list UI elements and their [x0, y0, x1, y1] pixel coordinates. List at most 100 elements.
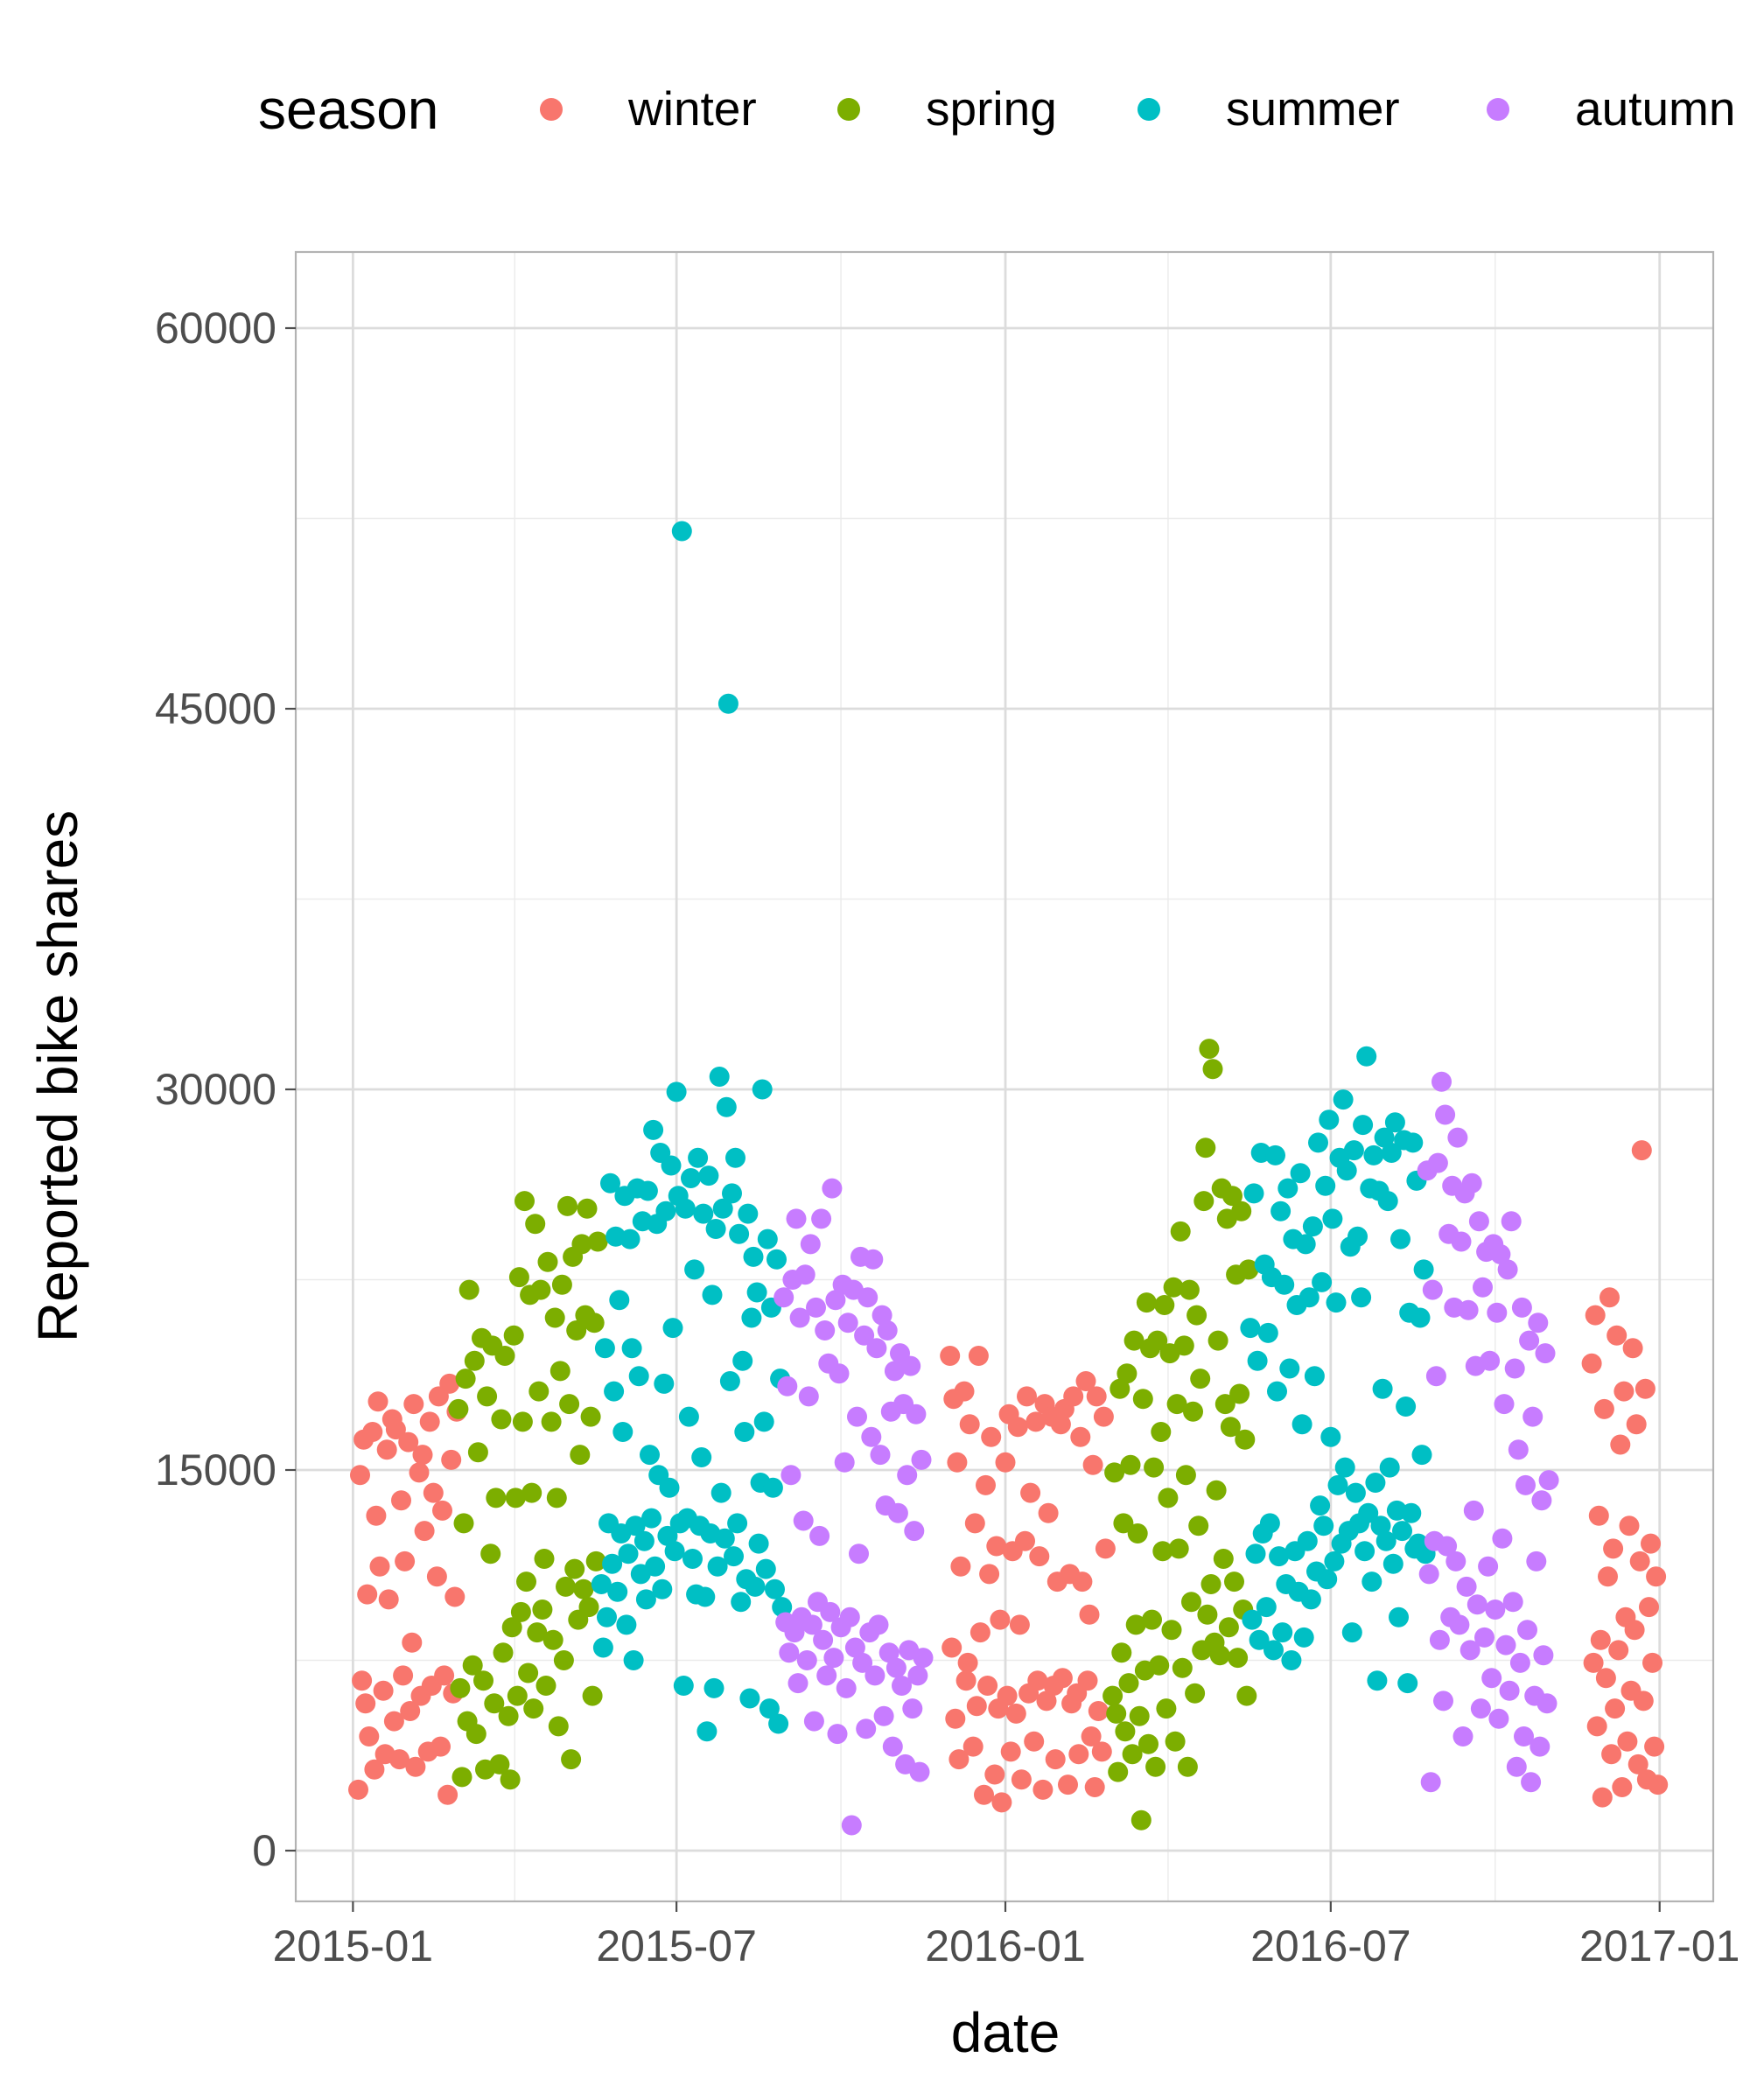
data-point-autumn — [1508, 1439, 1529, 1460]
data-point-winter — [1606, 1325, 1628, 1346]
data-point-summer — [616, 1614, 637, 1635]
data-point-spring — [1175, 1465, 1196, 1486]
data-point-summer — [727, 1513, 748, 1534]
data-point-spring — [1102, 1685, 1124, 1706]
data-point-winter — [997, 1685, 1018, 1706]
data-point-winter — [1084, 1777, 1105, 1797]
data-point-spring — [559, 1394, 580, 1415]
legend-key-summer — [1138, 98, 1160, 121]
data-point-winter — [1017, 1386, 1037, 1407]
data-point-summer — [625, 1516, 646, 1536]
data-point-spring — [522, 1482, 542, 1503]
data-point-summer — [621, 1338, 642, 1359]
data-point-spring — [1200, 1574, 1222, 1594]
data-point-winter — [369, 1556, 390, 1577]
data-point-autumn — [1468, 1211, 1489, 1232]
data-point-winter — [1052, 1668, 1073, 1689]
data-point-spring — [1224, 1572, 1244, 1592]
data-point-spring — [518, 1662, 539, 1684]
data-point-summer — [620, 1228, 640, 1250]
data-point-winter — [962, 1736, 984, 1757]
data-point-winter — [1598, 1566, 1618, 1587]
data-point-autumn — [839, 1606, 860, 1628]
data-point-summer — [1272, 1622, 1293, 1643]
data-point-spring — [1208, 1330, 1228, 1351]
data-point-autumn — [779, 1642, 800, 1663]
data-point-winter — [434, 1665, 455, 1686]
data-point-summer — [748, 1533, 769, 1554]
data-point-summer — [1310, 1495, 1331, 1516]
data-point-summer — [654, 1373, 675, 1394]
data-point-spring — [1235, 1429, 1256, 1450]
data-point-autumn — [854, 1325, 875, 1346]
data-point-summer — [671, 521, 692, 542]
data-point-summer — [1381, 1143, 1402, 1163]
data-point-summer — [681, 1168, 701, 1188]
data-point-autumn — [834, 1452, 855, 1473]
data-point-winter — [403, 1394, 424, 1415]
data-point-winter — [1610, 1434, 1631, 1455]
data-point-summer — [659, 1477, 680, 1498]
data-point-winter — [1634, 1378, 1656, 1399]
data-point-autumn — [1470, 1698, 1491, 1719]
data-point-autumn — [1449, 1614, 1470, 1635]
data-point-winter — [398, 1432, 419, 1452]
data-point-spring — [577, 1198, 598, 1219]
data-point-winter — [1029, 1546, 1050, 1567]
data-point-spring — [553, 1650, 574, 1670]
data-point-winter — [444, 1586, 466, 1607]
data-point-summer — [1367, 1670, 1388, 1691]
x-tick-label: 2017-01 — [1579, 1922, 1740, 1970]
data-point-winter — [1601, 1744, 1622, 1765]
data-point-spring — [550, 1361, 570, 1382]
data-point-summer — [594, 1338, 615, 1359]
data-point-spring — [486, 1488, 507, 1508]
data-point-autumn — [820, 1601, 841, 1622]
data-point-summer — [702, 1284, 723, 1306]
data-point-summer — [705, 1219, 726, 1239]
data-point-summer — [1292, 1414, 1312, 1435]
data-point-autumn — [858, 1287, 878, 1308]
data-point-summer — [757, 1228, 778, 1250]
data-point-summer — [1413, 1259, 1434, 1280]
data-point-spring — [556, 1576, 576, 1597]
data-point-winter — [1592, 1787, 1613, 1808]
data-point-winter — [1020, 1482, 1041, 1503]
data-point-spring — [585, 1550, 606, 1572]
data-point-autumn — [784, 1622, 805, 1643]
data-point-spring — [1118, 1673, 1139, 1694]
data-point-spring — [1125, 1614, 1146, 1635]
data-point-spring — [501, 1617, 522, 1638]
data-point-summer — [1333, 1089, 1354, 1110]
data-point-summer — [772, 1597, 793, 1618]
legend-key-winter — [540, 98, 563, 121]
data-point-autumn — [1511, 1297, 1532, 1318]
data-point-summer — [1315, 1175, 1336, 1196]
legend: season winter spring summer autumn — [258, 78, 1735, 141]
data-point-winter — [1624, 1620, 1645, 1641]
data-point-summer — [709, 1067, 730, 1087]
data-point-summer — [714, 1528, 735, 1549]
data-point-spring — [1173, 1335, 1194, 1356]
data-point-autumn — [816, 1665, 837, 1686]
data-point-winter — [1633, 1690, 1654, 1712]
data-point-autumn — [829, 1363, 850, 1384]
data-point-winter — [974, 1784, 994, 1805]
data-point-spring — [1165, 1731, 1186, 1752]
data-point-summer — [1326, 1292, 1347, 1313]
y-tick-label: 30000 — [155, 1065, 276, 1114]
data-point-summer — [719, 1371, 740, 1391]
data-point-winter — [1646, 1566, 1667, 1587]
data-point-spring — [1179, 1279, 1200, 1300]
data-point-autumn — [1514, 1726, 1534, 1746]
data-point-autumn — [1432, 1071, 1452, 1092]
data-point-summer — [1327, 1474, 1348, 1495]
data-point-summer — [628, 1366, 649, 1387]
data-point-summer — [592, 1637, 613, 1658]
data-point-winter — [1081, 1726, 1102, 1746]
data-point-autumn — [884, 1361, 905, 1382]
data-point-winter — [1608, 1640, 1629, 1661]
data-point-spring — [489, 1754, 510, 1774]
data-point-autumn — [788, 1673, 808, 1694]
data-point-spring — [480, 1544, 501, 1564]
